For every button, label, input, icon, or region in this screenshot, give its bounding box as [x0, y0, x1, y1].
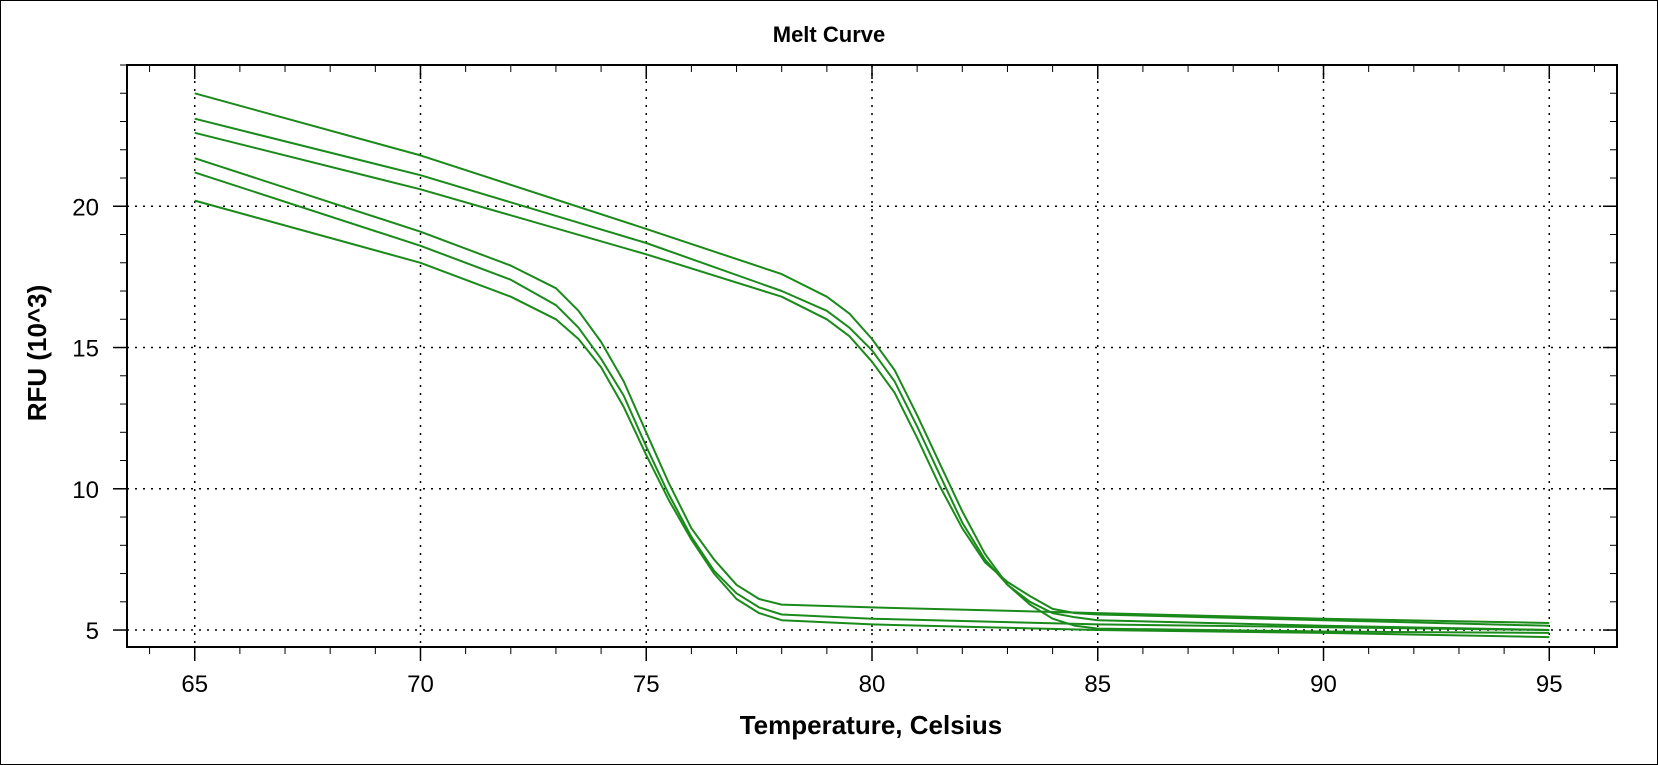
series-line-5 [194, 117, 1550, 631]
series-line-2 [194, 171, 1550, 631]
y-axis-label: RFU (10^3) [22, 285, 52, 422]
chart-title: Melt Curve [773, 22, 885, 47]
series-line-3 [194, 199, 1550, 639]
x-tick-label: 70 [407, 671, 434, 698]
y-tick-label: 10 [72, 477, 99, 504]
x-axis-label: Temperature, Celsius [740, 710, 1003, 740]
grid [127, 65, 1617, 647]
x-tick-label: 95 [1536, 671, 1563, 698]
tick-labels: 65 70 75 80 85 90 95 5 10 15 20 [72, 194, 1562, 698]
x-tick-label: 80 [859, 671, 886, 698]
plot-area [126, 64, 1618, 648]
x-tick-label: 65 [181, 671, 208, 698]
y-tick-label: 15 [72, 336, 99, 363]
axis-ticks [113, 64, 1617, 661]
series-line-1 [194, 157, 1550, 624]
x-tick-label: 75 [633, 671, 660, 698]
x-tick-label: 85 [1084, 671, 1111, 698]
series-group [194, 92, 1550, 639]
y-tick-label: 5 [86, 618, 99, 645]
x-tick-label: 90 [1310, 671, 1337, 698]
series-line-6 [194, 131, 1550, 627]
y-tick-label: 20 [72, 194, 99, 221]
series-line-4 [194, 92, 1550, 634]
